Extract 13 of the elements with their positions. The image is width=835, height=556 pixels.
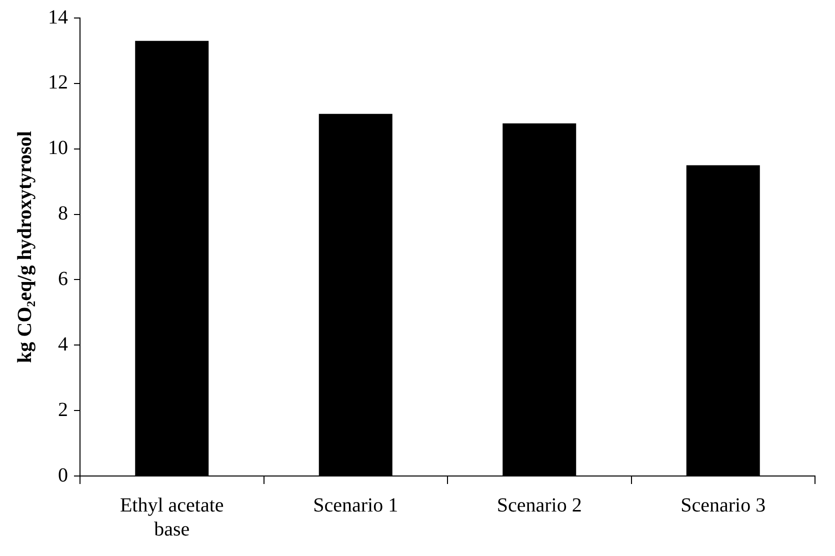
y-tick-label: 2 xyxy=(58,398,68,421)
x-tick-label: Scenario 3 xyxy=(680,494,766,516)
y-tick-label: 14 xyxy=(48,6,68,28)
x-tick-label: Scenario 2 xyxy=(496,494,582,516)
x-tick-label: Scenario 1 xyxy=(313,494,398,516)
y-tick-label: 10 xyxy=(48,137,68,160)
x-tick-label: Ethyl acetate base xyxy=(120,494,224,540)
y-tick-label: 12 xyxy=(48,72,68,94)
y-tick-label: 0 xyxy=(58,464,68,486)
y-tick-label: 4 xyxy=(58,333,68,356)
y-axis-title: kg CO₂eq/g hydroxytyrosol xyxy=(14,130,36,363)
y-tick-label: 6 xyxy=(58,268,68,290)
y-tick-label: 8 xyxy=(58,202,68,225)
